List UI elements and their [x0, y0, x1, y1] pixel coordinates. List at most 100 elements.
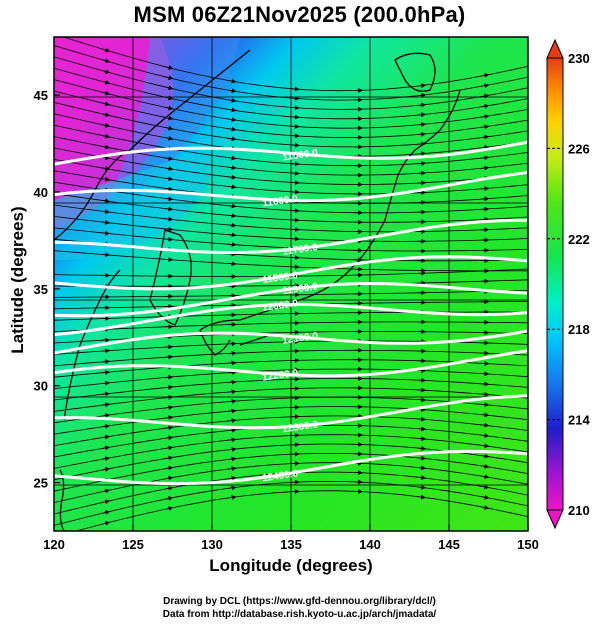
height-contour-label: 11900.0	[282, 281, 319, 297]
streamline-arrow	[480, 422, 490, 428]
streamline-arrow	[227, 389, 237, 395]
streamline-arrow	[101, 434, 111, 440]
streamline-arrow	[480, 134, 490, 140]
streamline-arrow	[417, 436, 427, 442]
colorbar-tick-label: 222	[568, 232, 590, 247]
streamline-arrow	[480, 83, 490, 89]
streamline-arrow	[164, 206, 174, 212]
height-contour	[54, 394, 528, 430]
streamline-arrow	[417, 494, 427, 500]
height-contour	[54, 171, 528, 203]
streamline-arrow	[227, 222, 237, 228]
streamline-arrow	[227, 78, 237, 84]
height-contour	[54, 218, 528, 255]
streamline-arrow	[101, 402, 111, 408]
streamline-arrow	[101, 133, 111, 139]
streamline-arrow	[101, 413, 111, 418]
y-tick-label: 30	[34, 379, 48, 394]
streamline	[54, 368, 528, 389]
height-contour-label: 11600.0	[262, 194, 299, 210]
streamline-arrow	[101, 144, 111, 150]
streamline-arrow	[101, 209, 111, 214]
streamline-arrow	[480, 443, 490, 449]
cold-core-region	[54, 37, 174, 230]
streamline-arrow	[290, 95, 300, 101]
colorbar-body	[546, 57, 564, 511]
credit-data: Data from http://database.rish.kyoto-u.a…	[162, 609, 437, 620]
y-axis-ticks: 25 30 35 40 45	[34, 88, 60, 491]
x-tick-label: 135	[280, 537, 302, 552]
streamline-arrow	[227, 117, 237, 122]
streamline	[54, 56, 528, 110]
height-contour-label: 11800.0	[262, 270, 299, 286]
streamline-arrow	[101, 69, 111, 74]
streamline-arrow	[164, 105, 174, 111]
streamline-arrow	[164, 236, 174, 242]
streamline-arrow	[290, 133, 300, 139]
height-contour	[54, 349, 528, 378]
x-tick-label: 145	[438, 537, 460, 552]
streamline-arrow	[101, 521, 111, 526]
streamline-arrow	[101, 391, 111, 397]
streamline-arrow	[417, 475, 427, 480]
streamline-arrow	[480, 196, 490, 202]
streamline-arrow	[164, 475, 174, 481]
streamline-arrow	[290, 124, 300, 129]
streamline-arrow	[164, 496, 174, 501]
streamline-arrow	[227, 379, 237, 385]
x-tick-label: 130	[201, 537, 223, 552]
colorbar: 230 226 222 218 214 210	[546, 38, 590, 530]
streamline-arrow	[480, 433, 490, 438]
streamline-arrow	[227, 203, 237, 209]
streamline-arrow	[101, 370, 111, 375]
streamline-arrow	[480, 73, 490, 78]
wind-streamlines	[54, 37, 528, 531]
streamline-arrow	[227, 213, 237, 219]
streamline-arrow	[480, 186, 490, 191]
height-contour	[54, 140, 528, 166]
streamline-arrow	[227, 232, 237, 238]
colorbar-tick-label: 230	[568, 51, 590, 66]
streamline-arrow	[480, 505, 490, 510]
streamline-arrow	[480, 412, 490, 418]
colorbar-tick-label: 214	[568, 413, 590, 428]
streamline-arrow	[417, 416, 427, 422]
streamline-arrow	[417, 131, 427, 137]
colorbar-max-arrow	[546, 38, 564, 59]
streamline-arrow	[101, 488, 111, 494]
streamline-arrow	[480, 484, 490, 490]
streamline-arrow	[101, 166, 111, 171]
streamline-arrow	[164, 176, 174, 182]
streamline-arrow	[101, 112, 111, 117]
x-tick-label: 150	[517, 537, 539, 552]
y-tick-label: 45	[34, 88, 48, 103]
streamline-arrow	[101, 79, 111, 85]
streamline-arrow	[227, 165, 237, 170]
streamline-arrow	[290, 105, 300, 111]
streamline-arrow	[164, 455, 174, 461]
streamline-arrow	[227, 184, 237, 190]
streamline-arrow	[227, 475, 237, 481]
streamline-arrow	[164, 196, 174, 202]
streamline-arrow	[101, 220, 111, 225]
colorbar-min-arrow	[546, 509, 564, 530]
x-axis-ticks: 120 125 130 135 140 145 150	[43, 525, 539, 552]
y-tick-label: 25	[34, 476, 48, 491]
streamline-arrow	[164, 485, 174, 491]
streamline-arrow	[164, 425, 174, 431]
streamline-arrow	[480, 381, 490, 387]
streamline-arrow	[227, 447, 237, 452]
streamline-arrow	[101, 380, 111, 386]
streamline-arrow	[417, 151, 427, 157]
streamline-arrow	[417, 102, 427, 108]
streamline-arrow	[101, 423, 111, 429]
streamline-arrow	[164, 465, 174, 471]
colorbar-tick-label: 210	[568, 503, 590, 518]
height-contour-label: 12000.0	[261, 298, 299, 314]
streamline-arrow	[480, 463, 490, 469]
streamline-arrow	[417, 426, 427, 432]
height-contour	[54, 281, 528, 318]
plot-area: 11500.0 11600.0 11700.0 11800.011900.012000…	[54, 37, 528, 531]
streamline-arrow	[164, 374, 174, 380]
